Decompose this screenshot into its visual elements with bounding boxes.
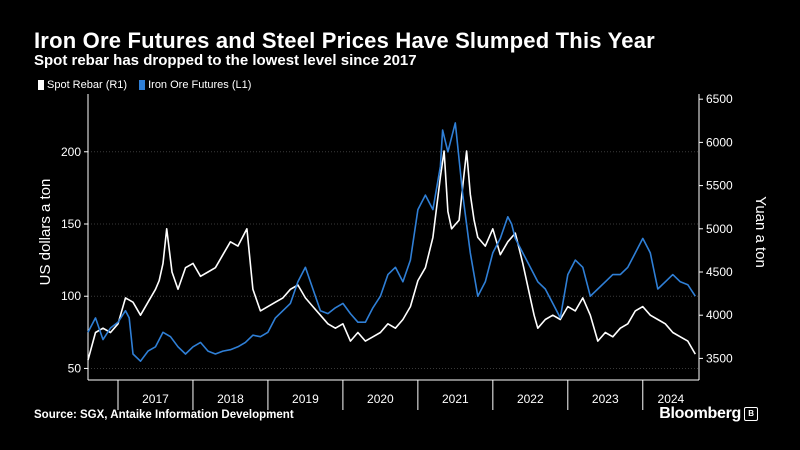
chart-title: Iron Ore Futures and Steel Prices Have S… xyxy=(34,28,655,53)
legend-swatch-iron-ore xyxy=(139,80,146,90)
chart-subtitle: Spot rebar has dropped to the lowest lev… xyxy=(34,52,417,69)
legend-label-iron-ore: Iron Ore Futures (L1) xyxy=(148,79,252,91)
right-tick-label: 4500 xyxy=(706,265,733,279)
left-axis-label: US dollars a ton xyxy=(37,179,54,286)
x-tick-label: 2019 xyxy=(292,392,319,406)
left-tick-label: 200 xyxy=(61,145,81,159)
brand-name: Bloomberg xyxy=(659,405,741,422)
right-tick-label: 5500 xyxy=(706,179,733,193)
x-tick-label: 2020 xyxy=(367,392,394,406)
x-tick-label: 2021 xyxy=(442,392,469,406)
legend-item-iron-ore: Iron Ore Futures (L1) xyxy=(139,79,251,91)
x-tick-label: 2022 xyxy=(517,392,544,406)
right-tick-label: 5000 xyxy=(706,222,733,236)
left-tick-label: 150 xyxy=(61,217,81,231)
x-tick-label: 2023 xyxy=(592,392,619,406)
source-note: Source: SGX, Antaike Information Develop… xyxy=(34,409,294,421)
x-tick-label: 2024 xyxy=(658,392,685,406)
series-lines xyxy=(87,122,696,362)
brand-badge: B xyxy=(744,407,758,421)
right-tick-label: 4000 xyxy=(706,308,733,322)
series-line-iron-ore xyxy=(87,122,696,362)
right-tick-label: 3500 xyxy=(706,351,733,365)
left-y-axis: 50 100 150 200 xyxy=(61,94,89,380)
right-axis-label: Yuan a ton xyxy=(752,196,769,268)
x-tick-label: 2018 xyxy=(217,392,244,406)
right-tick-label: 6000 xyxy=(706,135,733,149)
right-y-axis: 3500 4000 4500 5000 5500 6000 6500 xyxy=(698,92,733,380)
x-axis: 2017 2018 2019 2020 2021 2022 2023 2024 xyxy=(88,379,699,410)
left-tick-label: 50 xyxy=(68,361,82,375)
x-tick-label: 2017 xyxy=(142,392,169,406)
legend-label-spot-rebar: Spot Rebar (R1) xyxy=(47,79,128,91)
legend-item-spot-rebar: Spot Rebar (R1) xyxy=(38,79,127,91)
right-tick-label: 6500 xyxy=(706,92,733,106)
series-line-spot-rebar xyxy=(87,150,696,361)
legend-swatch-spot-rebar xyxy=(38,80,44,90)
legend: Spot Rebar (R1) Iron Ore Futures (L1) xyxy=(38,79,251,91)
gridlines xyxy=(88,151,699,369)
bloomberg-logo: Bloomberg B xyxy=(659,405,758,423)
left-tick-label: 100 xyxy=(61,289,81,303)
